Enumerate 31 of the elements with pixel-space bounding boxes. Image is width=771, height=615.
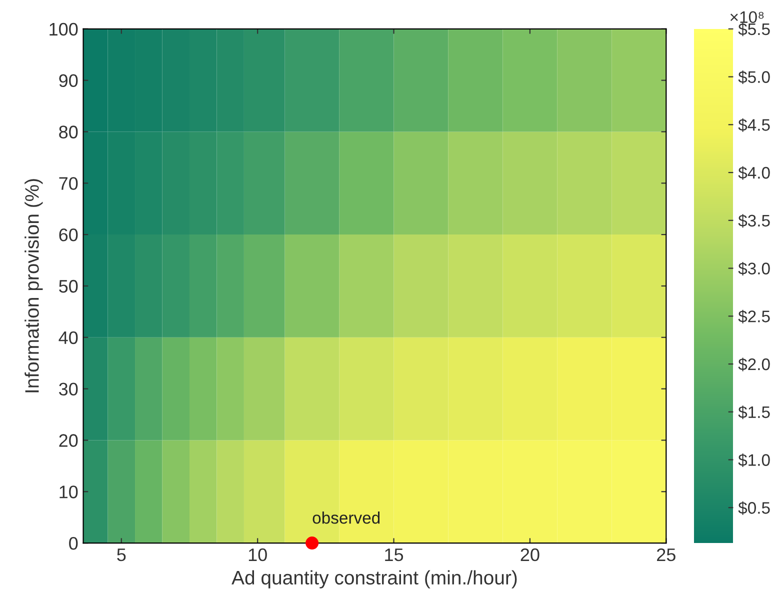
y-tick-label: 80 — [59, 126, 78, 138]
x-tick-label: 5 — [117, 548, 126, 562]
y-tick-label: 10 — [60, 486, 78, 498]
y-tick-label: 50 — [59, 280, 78, 293]
y-tick-label: 100 — [50, 22, 78, 36]
y-tick-label: 20 — [59, 434, 78, 447]
y-tick-label: 30 — [59, 382, 78, 396]
color-bar-label: $5.5 — [738, 22, 770, 36]
x-axis-title: Ad quantity constraint (min./hour) — [232, 570, 517, 588]
color-bar-label: $1.0 — [738, 453, 770, 467]
y-tick-label: 90 — [59, 74, 78, 88]
x-tick-label: 25 — [657, 548, 676, 562]
y-tick-label: 0 — [69, 536, 78, 550]
color-bar-label: $1.5 — [738, 406, 770, 420]
x-tick-label: 15 — [385, 548, 404, 562]
color-bar-label: $5.0 — [738, 70, 770, 84]
y-tick-label: 60 — [59, 228, 78, 242]
y-tick-label: 40 — [58, 331, 78, 344]
annotation: observed — [312, 512, 380, 524]
y-tick-label: 70 — [59, 177, 78, 190]
color-bar-label: $3.5 — [738, 214, 770, 228]
color-bar-label: $2.0 — [738, 358, 770, 372]
color-bar-label: $2.5 — [738, 310, 770, 324]
color-bar-label: $4.0 — [738, 166, 770, 180]
x-tick-label: 20 — [520, 548, 540, 562]
color-bar-label: $0.5 — [738, 501, 770, 515]
x-tick-label: 10 — [248, 548, 267, 562]
color-bar-label: $4.5 — [738, 118, 770, 132]
y-axis-title: Information provision (%) — [24, 179, 43, 392]
color-bar-label: $3.0 — [738, 262, 770, 276]
color-bar-title: ×10⁸ — [730, 11, 764, 24]
